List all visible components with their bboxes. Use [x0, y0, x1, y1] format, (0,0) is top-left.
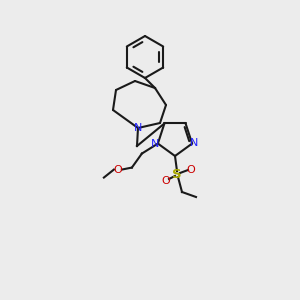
Text: O: O [162, 176, 170, 186]
Text: N: N [151, 139, 159, 148]
Text: S: S [172, 167, 182, 181]
Text: N: N [134, 123, 142, 133]
Text: N: N [190, 138, 198, 148]
Text: O: O [113, 165, 122, 175]
Text: O: O [187, 165, 195, 175]
